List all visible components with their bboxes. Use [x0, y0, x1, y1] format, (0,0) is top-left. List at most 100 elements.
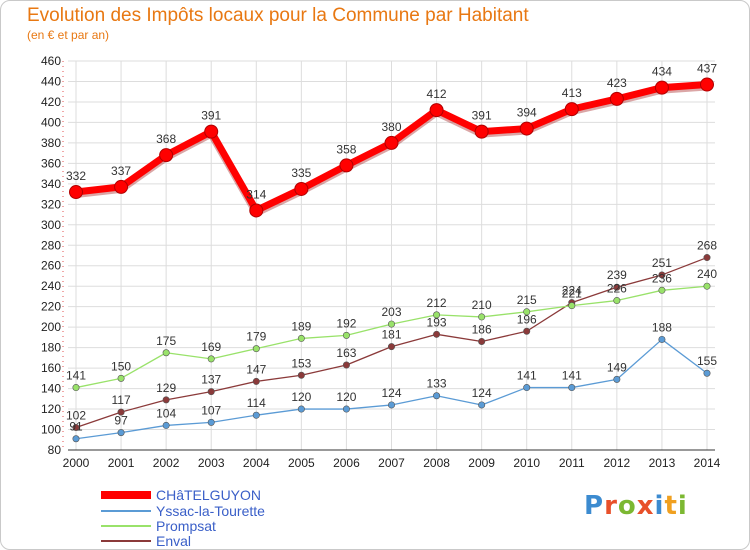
data-point-2 — [72, 384, 80, 392]
x-tick-label: 2005 — [288, 456, 315, 470]
chart-subtitle: (en € et par an) — [27, 28, 110, 42]
chart-title: Evolution des Impôts locaux pour la Comm… — [27, 5, 529, 26]
data-label-1: 104 — [156, 406, 176, 420]
data-label-3: 163 — [336, 346, 356, 360]
legend-label-yssac: Yssac-la-Tourette — [156, 503, 265, 519]
data-point-2 — [162, 349, 170, 357]
y-tick-label: 320 — [41, 197, 61, 211]
data-label-0: 423 — [607, 76, 627, 90]
data-point-3 — [478, 337, 486, 345]
data-point-2 — [658, 286, 666, 294]
legend-item-yssac: Yssac-la-Tourette — [101, 503, 265, 519]
data-label-1: 141 — [517, 369, 537, 383]
data-label-3: 196 — [517, 312, 537, 326]
data-point-2 — [703, 282, 711, 290]
data-label-2: 203 — [381, 305, 401, 319]
data-point-0 — [204, 124, 219, 139]
data-point-1 — [703, 369, 711, 377]
data-label-3: 251 — [652, 256, 672, 270]
data-point-0 — [384, 135, 399, 150]
data-label-0: 434 — [652, 65, 672, 79]
data-label-2: 240 — [697, 267, 717, 281]
data-label-2: 175 — [156, 334, 176, 348]
data-label-1: 107 — [201, 403, 221, 417]
y-tick-label: 240 — [41, 279, 61, 293]
data-label-3: 224 — [562, 284, 582, 298]
data-point-0 — [114, 179, 129, 194]
data-point-2 — [252, 345, 260, 353]
logo-letter: P — [584, 491, 605, 521]
data-label-1: 120 — [336, 390, 356, 404]
data-label-3: 117 — [112, 393, 131, 407]
legend-item-chatelguyon: CHâTELGUYON — [101, 487, 261, 503]
data-point-1 — [207, 418, 215, 426]
y-tick-label: 440 — [41, 74, 61, 88]
x-tick-label: 2003 — [198, 456, 225, 470]
data-label-0: 314 — [246, 187, 266, 201]
logo-letter: x — [636, 491, 655, 521]
data-label-3: 268 — [697, 239, 717, 253]
data-point-3 — [658, 271, 666, 279]
data-point-3 — [117, 408, 125, 416]
data-point-2 — [207, 355, 215, 363]
data-point-3 — [207, 388, 215, 396]
x-tick-label: 2011 — [559, 456, 585, 470]
data-point-1 — [72, 435, 80, 443]
logo-letter: r — [604, 491, 618, 521]
data-label-3: 239 — [607, 268, 627, 282]
legend-swatch-prompsat — [101, 525, 151, 527]
data-point-2 — [117, 374, 125, 382]
logo-letter: t — [664, 491, 678, 521]
data-point-2 — [613, 297, 621, 305]
data-label-2: 226 — [607, 282, 627, 296]
data-point-1 — [252, 411, 260, 419]
data-point-3 — [297, 371, 305, 379]
data-point-3 — [387, 343, 395, 351]
y-tick-label: 220 — [41, 300, 61, 314]
data-label-2: 189 — [291, 319, 311, 333]
data-point-3 — [342, 361, 350, 369]
data-label-1: 97 — [114, 414, 128, 428]
data-label-2: 179 — [246, 330, 266, 344]
x-tick-label: 2012 — [604, 456, 631, 470]
x-tick-label: 2001 — [108, 456, 135, 470]
data-label-0: 413 — [562, 86, 582, 100]
y-tick-label: 420 — [41, 95, 61, 109]
data-label-1: 114 — [247, 396, 266, 410]
x-tick-label: 2006 — [333, 456, 360, 470]
data-point-0 — [474, 124, 489, 139]
y-tick-label: 140 — [41, 382, 61, 396]
data-point-3 — [523, 327, 531, 335]
data-label-2: 141 — [66, 369, 86, 383]
data-label-0: 394 — [517, 106, 537, 120]
y-tick-label: 180 — [41, 341, 61, 355]
data-label-0: 337 — [111, 164, 131, 178]
grid — [68, 60, 715, 451]
y-tick-label: 360 — [41, 156, 61, 170]
legend-swatch-chatelguyon — [101, 491, 151, 499]
y-tick-label: 460 — [41, 54, 61, 68]
data-label-2: 210 — [472, 298, 492, 312]
legend-swatch-enval — [101, 540, 151, 542]
x-tick-label: 2008 — [423, 456, 450, 470]
data-point-0 — [249, 203, 264, 218]
data-label-1: 188 — [652, 320, 672, 334]
data-point-1 — [117, 429, 125, 437]
data-label-1: 133 — [427, 377, 447, 391]
data-label-1: 91 — [69, 420, 83, 434]
y-tick-label: 300 — [41, 218, 61, 232]
logo-letter: i — [654, 491, 665, 521]
data-point-1 — [297, 405, 305, 413]
data-label-2: 212 — [427, 296, 447, 310]
data-label-2: 221 — [562, 287, 582, 301]
x-tick-label: 2004 — [243, 456, 270, 470]
data-label-1: 120 — [291, 390, 311, 404]
data-point-0 — [69, 185, 83, 200]
data-label-0: 437 — [697, 62, 717, 76]
data-point-2 — [568, 302, 576, 310]
data-label-0: 391 — [472, 109, 492, 123]
data-label-0: 358 — [336, 142, 356, 156]
data-label-3: 193 — [427, 315, 447, 329]
data-point-1 — [387, 401, 395, 409]
